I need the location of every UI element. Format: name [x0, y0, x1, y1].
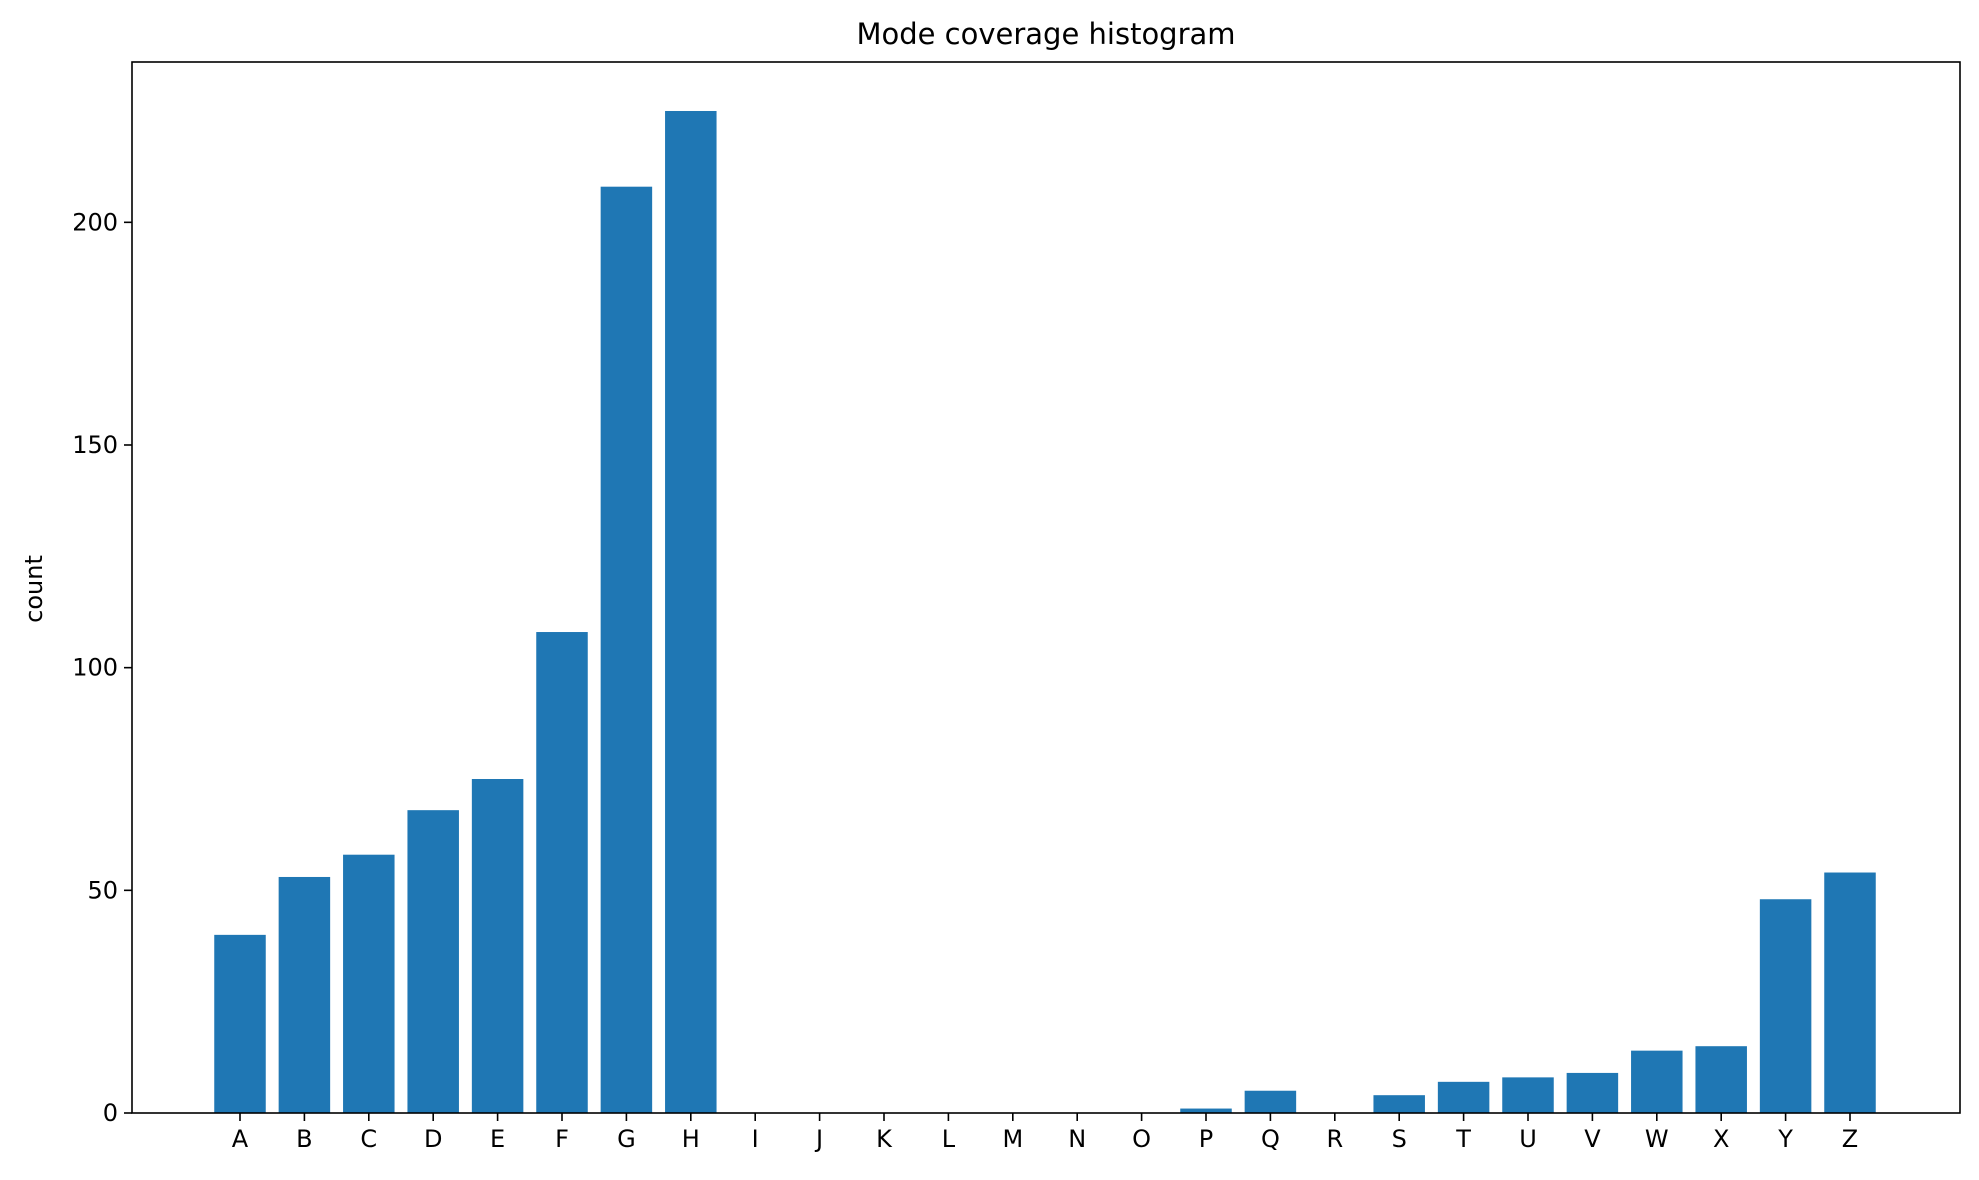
bar-Q: [1244, 1090, 1297, 1113]
bar-X: [1695, 1046, 1747, 1113]
x-tick-label-N: N: [1068, 1125, 1086, 1153]
x-tick-label-M: M: [1002, 1125, 1023, 1153]
bar-C: [343, 854, 395, 1113]
bar-W: [1631, 1050, 1683, 1113]
y-tick-label-100: 100: [72, 654, 118, 682]
y-tick-label-50: 50: [87, 876, 118, 904]
y-tick-label-150: 150: [72, 431, 118, 459]
x-axis-ticks: A B C D E F G H I J K L M N O P Q R S T U V W X Y Z: [232, 1113, 1858, 1153]
x-tick-label-S: S: [1392, 1125, 1407, 1153]
bar-P: [1180, 1108, 1232, 1113]
x-tick-label-O: O: [1132, 1125, 1151, 1153]
y-tick-label-0: 0: [103, 1099, 118, 1127]
bar-T: [1437, 1081, 1490, 1113]
bar-F: [536, 632, 588, 1113]
x-tick-label-C: C: [360, 1125, 377, 1153]
bar-G: [600, 186, 653, 1113]
x-tick-label-Q: Q: [1261, 1125, 1280, 1153]
x-tick-label-B: B: [296, 1125, 312, 1153]
x-tick-label-W: W: [1645, 1125, 1669, 1153]
bar-H: [665, 110, 717, 1114]
y-tick-label-200: 200: [72, 208, 118, 236]
chart-title: Mode coverage histogram: [856, 17, 1235, 51]
x-tick-label-R: R: [1326, 1125, 1343, 1153]
x-tick-label-F: F: [555, 1125, 569, 1153]
x-tick-label-X: X: [1713, 1125, 1729, 1153]
bar-Z: [1824, 872, 1876, 1113]
y-axis-ticks: 0 50 100 150 200: [72, 208, 132, 1127]
bar-V: [1566, 1072, 1619, 1113]
x-tick-label-K: K: [876, 1125, 893, 1153]
y-axis-label: count: [20, 555, 48, 623]
x-tick-label-T: T: [1455, 1125, 1471, 1153]
bar-A: [214, 934, 266, 1113]
bar-U: [1502, 1077, 1554, 1113]
x-tick-label-I: I: [752, 1125, 759, 1153]
x-tick-label-D: D: [424, 1125, 442, 1153]
x-tick-label-E: E: [490, 1125, 505, 1153]
x-tick-label-Z: Z: [1842, 1125, 1858, 1153]
x-tick-label-V: V: [1584, 1125, 1601, 1153]
x-tick-label-J: J: [814, 1125, 823, 1153]
x-tick-label-L: L: [942, 1125, 956, 1153]
bars-group: [214, 110, 1876, 1114]
x-tick-label-H: H: [682, 1125, 700, 1153]
x-tick-label-U: U: [1519, 1125, 1537, 1153]
bar-E: [471, 779, 524, 1113]
bar-S: [1373, 1095, 1425, 1113]
x-tick-label-P: P: [1199, 1125, 1213, 1153]
bar-D: [407, 810, 459, 1113]
bar-Y: [1759, 899, 1812, 1113]
x-tick-label-A: A: [232, 1125, 249, 1153]
plot-frame: [131, 61, 1961, 1114]
bar-B: [278, 876, 331, 1113]
x-tick-label-G: G: [617, 1125, 636, 1153]
x-tick-label-Y: Y: [1777, 1125, 1793, 1153]
